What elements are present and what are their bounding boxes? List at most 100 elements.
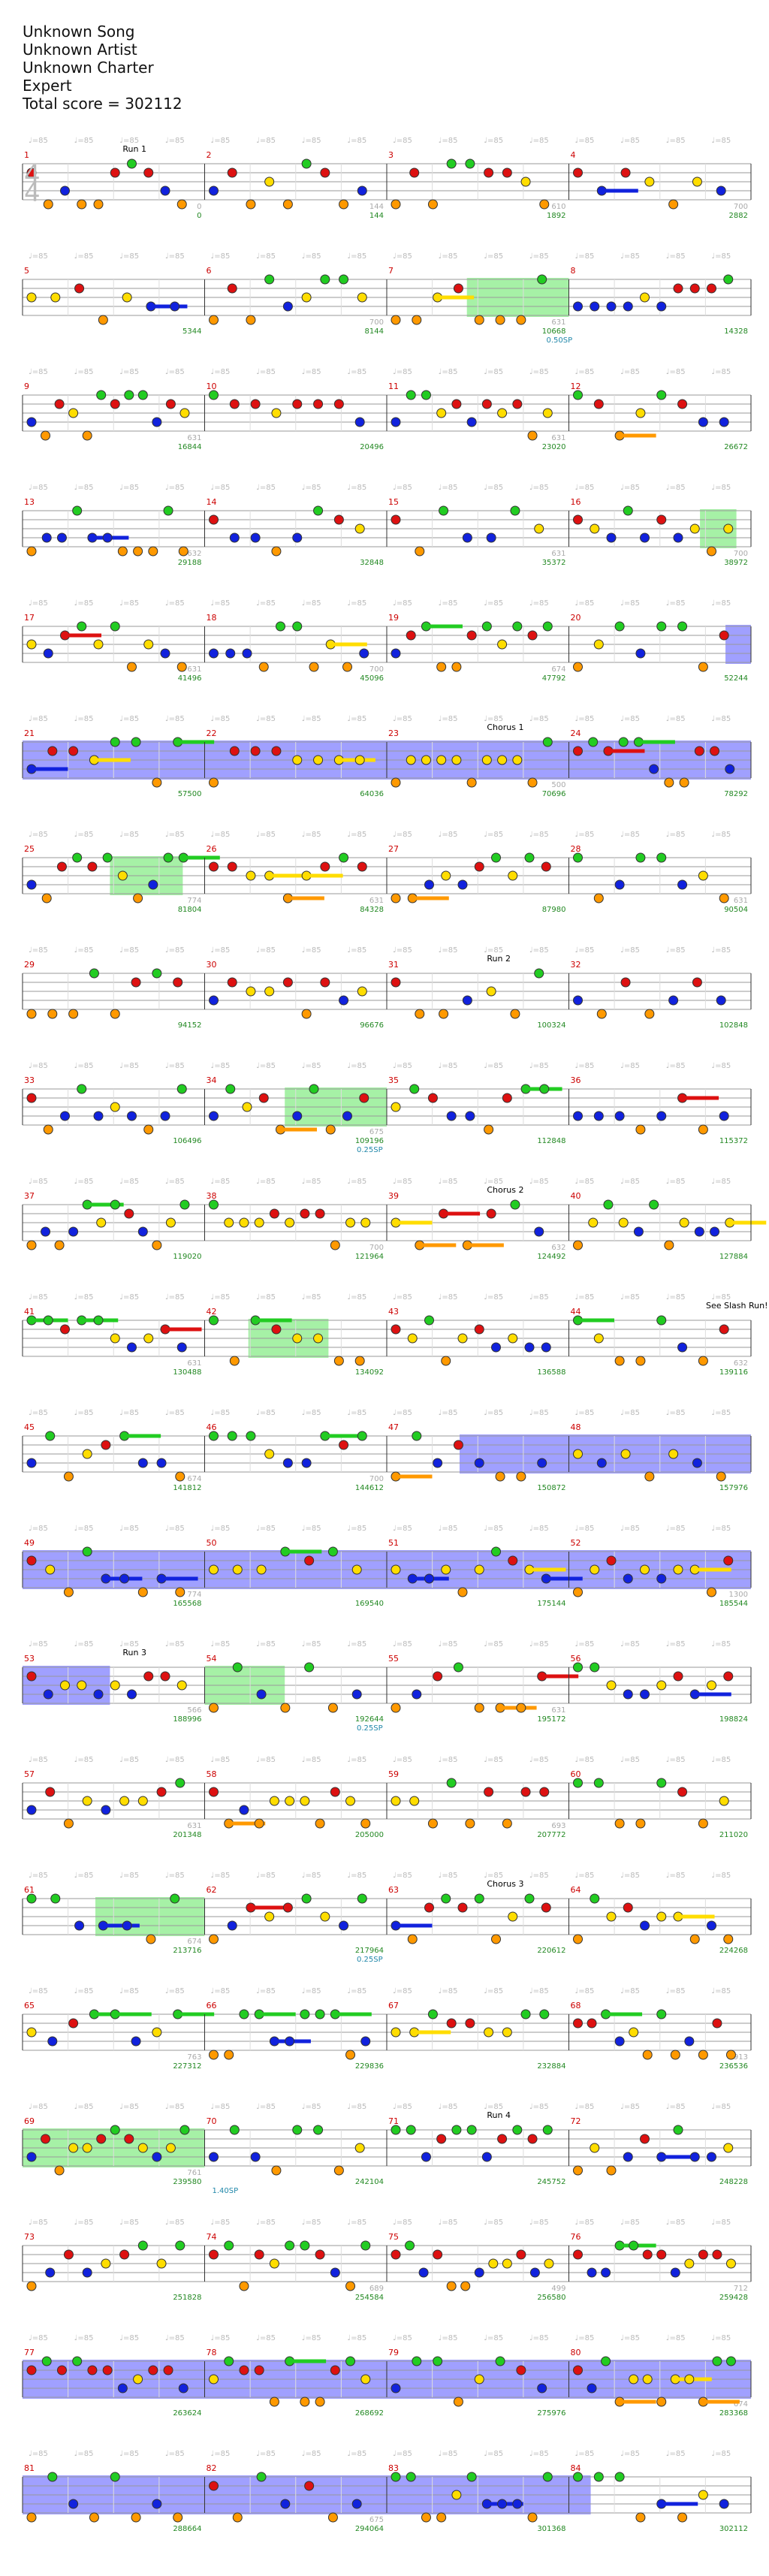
measure-note-count: 674 xyxy=(734,2400,748,2409)
note-gem xyxy=(491,1342,501,1353)
note-gem xyxy=(656,1111,667,1121)
tempo-marker: ♩=85 xyxy=(302,1178,321,1186)
sustain-tail xyxy=(94,758,131,762)
tempo-marker: ♩=85 xyxy=(575,1525,595,1533)
measure-score: 8144 xyxy=(365,327,384,336)
star-power-bonus: 0.50SP xyxy=(547,336,573,345)
note-gem xyxy=(391,777,401,788)
tempo-marker: ♩=85 xyxy=(165,1293,185,1302)
tempo-marker: ♩=85 xyxy=(484,1525,503,1533)
note-gem xyxy=(165,2143,176,2153)
tempo-marker: ♩=85 xyxy=(439,137,458,145)
note-gem xyxy=(436,755,447,765)
tempo-marker: ♩=85 xyxy=(529,1987,549,1995)
tempo-marker: ♩=85 xyxy=(119,484,139,492)
note-gem xyxy=(47,2036,58,2047)
note-gem xyxy=(152,2152,162,2162)
tempo-marker: ♩=85 xyxy=(620,1293,640,1302)
sustain-tail xyxy=(288,896,324,900)
note-gem xyxy=(152,2499,162,2509)
tempo-marker: ♩=85 xyxy=(256,2450,276,2458)
note-gem xyxy=(239,2009,249,2019)
note-gem xyxy=(692,176,702,187)
tempo-marker: ♩=85 xyxy=(711,1525,731,1533)
sustain-tail xyxy=(269,873,306,878)
measure-number: 54 xyxy=(207,1654,217,1664)
measure-score: 144612 xyxy=(355,1484,384,1492)
tempo-marker: ♩=85 xyxy=(165,1756,185,1764)
note-gem xyxy=(304,2481,315,2491)
note-gem xyxy=(446,1778,457,1788)
measure-note-count: 689 xyxy=(369,2285,384,2293)
note-gem xyxy=(573,662,583,672)
tempo-marker: ♩=85 xyxy=(666,1409,686,1417)
measure-score: 130488 xyxy=(173,1368,201,1377)
tempo-marker: ♩=85 xyxy=(347,1178,366,1186)
measure-number: 27 xyxy=(388,844,399,854)
tempo-marker: ♩=85 xyxy=(165,484,185,492)
measure-score: 288664 xyxy=(173,2525,201,2533)
note-gem xyxy=(436,2134,447,2144)
note-gem xyxy=(474,1324,484,1335)
note-gem xyxy=(117,2383,128,2394)
note-gem xyxy=(466,2472,477,2482)
note-gem xyxy=(407,1333,418,1344)
measure-number: 58 xyxy=(207,1769,217,1779)
measure-number: 8 xyxy=(571,266,576,276)
tempo-marker: ♩=85 xyxy=(575,2219,595,2227)
measure-note-count: 763 xyxy=(187,2053,201,2062)
tempo-marker: ♩=85 xyxy=(165,1640,185,1648)
note-gem xyxy=(282,1902,293,1913)
tempo-marker: ♩=85 xyxy=(620,1409,640,1417)
note-gem xyxy=(26,417,37,427)
sustain-tail xyxy=(661,2155,698,2159)
tempo-marker: ♩=85 xyxy=(347,1756,366,1764)
tempo-marker: ♩=85 xyxy=(29,1178,48,1186)
tempo-marker: ♩=85 xyxy=(575,946,595,955)
note-gem xyxy=(391,514,401,525)
note-gem xyxy=(719,630,729,641)
tempo-marker: ♩=85 xyxy=(165,1525,185,1533)
note-gem xyxy=(642,2374,653,2384)
note-gem xyxy=(264,1449,275,1459)
tempo-marker: ♩=85 xyxy=(256,946,276,955)
note-gem xyxy=(250,746,261,756)
tempo-marker: ♩=85 xyxy=(211,368,231,376)
tempo-marker: ♩=85 xyxy=(439,1062,458,1070)
section-label: Chorus 3 xyxy=(487,1879,523,1889)
note-gem xyxy=(124,390,134,400)
note-gem xyxy=(175,2240,185,2251)
tempo-marker: ♩=85 xyxy=(711,1293,731,1302)
note-gem xyxy=(593,399,604,409)
tempo-marker: ♩=85 xyxy=(302,2334,321,2342)
note-gem xyxy=(614,621,625,632)
note-gem xyxy=(254,1217,264,1228)
note-gem xyxy=(110,2125,120,2135)
tempo-marker: ♩=85 xyxy=(575,1987,595,1995)
tempo-marker: ♩=85 xyxy=(211,2103,231,2111)
note-gem xyxy=(433,1671,443,1682)
note-gem xyxy=(232,1564,243,1575)
tempo-marker: ♩=85 xyxy=(256,831,276,839)
note-gem xyxy=(510,505,520,516)
note-gem xyxy=(421,2512,431,2523)
note-gem xyxy=(256,2472,267,2482)
note-gem xyxy=(656,1911,667,1922)
measure-score: 0 xyxy=(197,212,201,220)
tempo-marker: ♩=85 xyxy=(74,137,94,145)
note-gem xyxy=(668,199,679,210)
measure-number: 5 xyxy=(24,266,29,276)
note-gem xyxy=(391,1796,401,1806)
note-gem xyxy=(421,755,431,765)
measure-score: 268692 xyxy=(355,2409,384,2418)
note-gem xyxy=(656,2397,667,2407)
tempo-marker: ♩=85 xyxy=(29,1062,48,1070)
note-gem xyxy=(227,977,237,988)
note-gem xyxy=(391,2027,401,2038)
note-gem xyxy=(250,532,261,543)
star-power-bonus: 1.40SP xyxy=(213,2187,239,2195)
tempo-marker: ♩=85 xyxy=(439,1872,458,1880)
measure-number: 16 xyxy=(571,497,581,507)
measure-score: 263624 xyxy=(173,2409,201,2418)
note-gem xyxy=(723,1934,734,1944)
